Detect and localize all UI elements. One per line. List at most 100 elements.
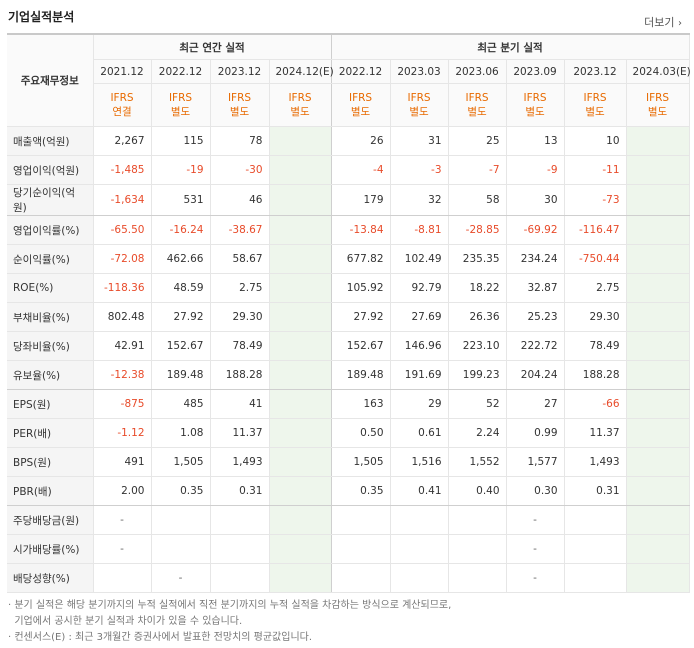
table-cell: 2.24 xyxy=(448,418,507,448)
period-header: 2021.12 xyxy=(93,59,152,84)
table-cell xyxy=(390,563,449,593)
row-label: 영업이익률(%) xyxy=(7,215,94,245)
section-title: 기업실적분석 xyxy=(8,10,75,24)
row-label: PER(배) xyxy=(7,418,94,448)
row-label: 부채비율(%) xyxy=(7,302,94,332)
table-cell: 0.35 xyxy=(331,476,391,506)
row-label: PBR(배) xyxy=(7,476,94,506)
table-cell: 163 xyxy=(331,389,391,419)
ifrs-label: IFRS xyxy=(465,92,489,104)
table-cell xyxy=(626,184,690,216)
more-link[interactable]: 더보기 › xyxy=(644,14,682,30)
table-cell: 31 xyxy=(390,126,449,156)
ifrs-label: IFRS xyxy=(645,92,670,104)
ifrs-header: IFRS 별도 xyxy=(210,83,270,127)
ifrs-type: 별도 xyxy=(290,106,310,118)
table-cell xyxy=(269,447,332,477)
table-cell: - xyxy=(506,534,565,564)
table-cell: 0.61 xyxy=(390,418,449,448)
table-cell: 222.72 xyxy=(506,331,565,361)
period-header: 2023.12 xyxy=(210,59,270,84)
table-cell: -73 xyxy=(564,184,627,216)
table-cell xyxy=(93,563,152,593)
ifrs-header: IFRS 별도 xyxy=(151,83,211,127)
table-row: PER(배) -1.12 1.08 11.37 0.50 0.61 2.24 0.99 11.3… xyxy=(7,418,690,448)
table-cell: 188.28 xyxy=(564,360,627,390)
table-cell: 29.30 xyxy=(210,302,270,332)
table-cell: 0.31 xyxy=(210,476,270,506)
table-cell: -1,634 xyxy=(93,184,152,216)
ifrs-label: IFRS xyxy=(110,92,134,104)
table-cell: 46 xyxy=(210,184,270,216)
table-cell: -750.44 xyxy=(564,244,627,274)
table-cell: 189.48 xyxy=(331,360,391,390)
table-cell xyxy=(210,534,270,564)
period-header: 2024.03(E) xyxy=(626,59,691,84)
ifrs-type: 별도 xyxy=(350,106,371,118)
table-cell: 1,505 xyxy=(331,447,391,477)
table-row: 영업이익(억원) -1,485 -19 -30 -4 -3 -7 -9 -11 xyxy=(7,155,690,185)
table-body: 매출액(억원) 2,267 115 78 26 31 25 13 10 영업이익(억원) -1,48… xyxy=(7,126,690,593)
table-cell: -7 xyxy=(448,155,507,185)
financial-table: 주요재무정보 최근 연간 실적 최근 분기 실적 2021.12 2022.12 2… xyxy=(7,33,691,593)
period-header: 2023.09 xyxy=(506,59,565,84)
table-row: 시가배당률(%) - - xyxy=(7,534,690,564)
table-cell: 27.69 xyxy=(390,302,449,332)
table-cell xyxy=(269,126,332,156)
table-cell: 235.35 xyxy=(448,244,507,274)
table-cell xyxy=(390,505,449,535)
table-cell: -116.47 xyxy=(564,215,627,245)
table-cell: -1,485 xyxy=(93,155,152,185)
table-cell xyxy=(626,418,690,448)
footnotes: · 분기 실적은 해당 분기까지의 누적 실적에서 직전 분기까지의 누적 실적… xyxy=(8,598,451,646)
ifrs-header: IFRS 별도 xyxy=(390,83,449,127)
table-cell xyxy=(448,534,507,564)
table-cell: 26 xyxy=(331,126,391,156)
table-cell: 48.59 xyxy=(151,273,211,303)
table-row: 매출액(억원) 2,267 115 78 26 31 25 13 10 xyxy=(7,126,690,156)
table-cell: 0.35 xyxy=(151,476,211,506)
table-cell xyxy=(269,505,332,535)
table-cell: 0.50 xyxy=(331,418,391,448)
row-label: 매출액(억원) xyxy=(7,126,94,156)
table-cell: 27.92 xyxy=(151,302,211,332)
ifrs-type: 별도 xyxy=(525,106,545,118)
table-cell: 11.37 xyxy=(210,418,270,448)
table-cell: 223.10 xyxy=(448,331,507,361)
table-row: 당기순이익(억원) -1,634 531 46 179 32 58 30 -73 xyxy=(7,184,690,216)
group-annual: 최근 연간 실적 xyxy=(93,34,332,60)
ifrs-type: 별도 xyxy=(229,106,250,118)
table-cell: 204.24 xyxy=(506,360,565,390)
table-cell: 105.92 xyxy=(331,273,391,303)
table-cell xyxy=(626,244,690,274)
ifrs-type: 별도 xyxy=(585,106,605,118)
table-cell xyxy=(626,389,690,419)
table-row: 순이익률(%) -72.08 462.66 58.67 677.82 102.49 235.… xyxy=(7,244,690,274)
table-cell: -69.92 xyxy=(506,215,565,245)
table-cell: -65.50 xyxy=(93,215,152,245)
table-cell xyxy=(626,126,690,156)
table-cell: 462.66 xyxy=(151,244,211,274)
ifrs-type: 별도 xyxy=(467,106,487,118)
table-cell: 29 xyxy=(390,389,449,419)
table-cell: 1,577 xyxy=(506,447,565,477)
table-cell: 531 xyxy=(151,184,211,216)
table-cell: -16.24 xyxy=(151,215,211,245)
table-cell xyxy=(269,389,332,419)
table-cell xyxy=(269,476,332,506)
row-label: 순이익률(%) xyxy=(7,244,94,274)
table-cell: 1,493 xyxy=(564,447,627,477)
table-cell xyxy=(626,155,690,185)
table-cell: 2.00 xyxy=(93,476,152,506)
table-row: 영업이익률(%) -65.50 -16.24 -38.67 -13.84 -8.81 -28… xyxy=(7,215,690,245)
table-cell xyxy=(151,505,211,535)
table-cell xyxy=(390,534,449,564)
ifrs-label: IFRS xyxy=(407,92,431,104)
table-cell: 152.67 xyxy=(151,331,211,361)
table-cell xyxy=(269,215,332,245)
table-cell: 2,267 xyxy=(93,126,152,156)
table-cell: 191.69 xyxy=(390,360,449,390)
row-label: 유보율(%) xyxy=(7,360,94,390)
table-cell xyxy=(269,534,332,564)
